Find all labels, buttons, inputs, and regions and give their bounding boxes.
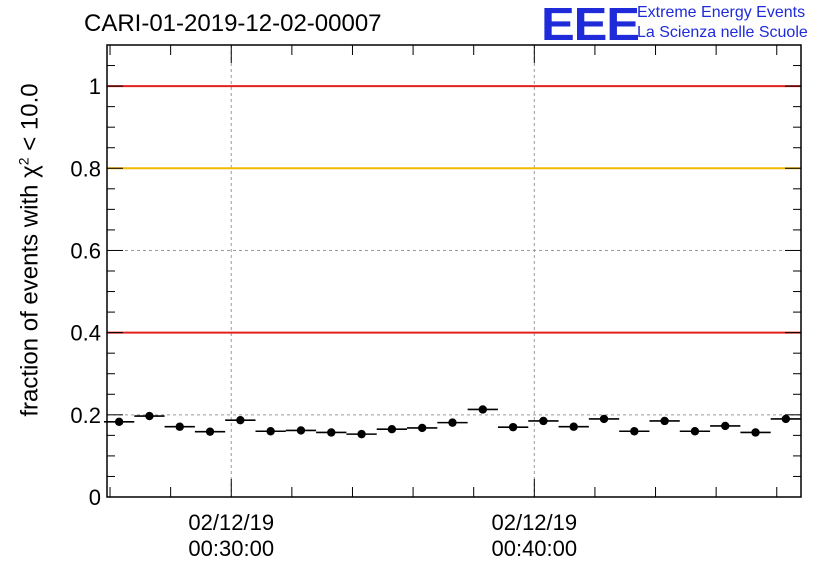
data-point (134, 411, 165, 421)
eee-logo-mark: EEE (541, 0, 640, 50)
data-marker (660, 416, 669, 426)
data-point (649, 416, 680, 426)
x-tick-label-date: 02/12/19 (188, 510, 274, 535)
data-marker (721, 421, 730, 431)
logo-subtitle-line1: Extreme Energy Events (637, 4, 806, 21)
data-marker (114, 417, 124, 427)
data-marker (448, 418, 457, 427)
data-point (255, 427, 286, 436)
y-axis-title-sup: 2 (15, 157, 32, 166)
data-marker (508, 422, 518, 432)
data-marker (630, 427, 639, 436)
data-point (437, 418, 468, 427)
reference-lines (107, 85, 801, 334)
data-point (285, 426, 317, 435)
data-point (225, 415, 256, 425)
data-marker (175, 422, 184, 431)
axes: 00.20.40.60.8102/12/1900:30:0002/12/1900… (70, 44, 802, 561)
data-marker (357, 429, 366, 439)
x-tick-label-time: 00:40:00 (491, 536, 577, 561)
data-point (497, 422, 529, 432)
data-point (619, 427, 650, 436)
data-marker (266, 427, 275, 436)
data-marker (539, 416, 548, 426)
data-point (407, 423, 438, 433)
data-marker (145, 411, 154, 421)
data-marker (478, 405, 487, 414)
y-tick-label: 0 (89, 485, 101, 510)
data-point (740, 428, 771, 437)
data-point (588, 414, 620, 424)
logo-subtitle-line2: La Scienza nelle Scuole (637, 24, 808, 41)
data-marker (690, 427, 700, 436)
data-point (679, 427, 711, 436)
data-marker (751, 428, 760, 437)
y-axis-title: fraction of events with χ2 < 10.0 (16, 83, 45, 416)
y-axis-title-prefix: fraction of events with χ (16, 165, 44, 417)
data-marker (781, 414, 791, 424)
data-point (770, 414, 801, 424)
data-marker (236, 415, 245, 425)
data-marker (205, 427, 215, 436)
data-marker (327, 428, 336, 437)
y-axis-title-suffix: < 10.0 (16, 83, 44, 158)
data-point (194, 427, 226, 436)
y-tick-label: 0.6 (70, 238, 101, 263)
data-point (316, 428, 347, 437)
y-tick-label: 1 (89, 74, 101, 99)
data-marker (599, 414, 609, 424)
data-point (467, 405, 498, 414)
y-tick-label: 0.8 (70, 156, 101, 181)
data-point (376, 425, 408, 434)
data-marker (296, 426, 306, 435)
run-title: CARI-01-2019-12-02-00007 (84, 10, 382, 37)
data-point (710, 421, 741, 431)
data-point (164, 422, 195, 431)
x-tick-label-time: 00:30:00 (188, 536, 274, 561)
eee-logo: EEE Extreme Energy Events La Scienza nel… (541, 0, 831, 50)
data-point (346, 429, 377, 439)
x-tick-label-date: 02/12/19 (491, 510, 577, 535)
data-point (528, 416, 559, 426)
y-tick-label: 0.4 (70, 321, 101, 346)
data-marker (569, 422, 578, 431)
data-marker (387, 425, 397, 434)
data-marker (417, 423, 427, 433)
data-series (103, 405, 801, 439)
data-point (558, 422, 589, 431)
data-point (103, 417, 135, 427)
y-tick-label: 0.2 (70, 403, 101, 428)
